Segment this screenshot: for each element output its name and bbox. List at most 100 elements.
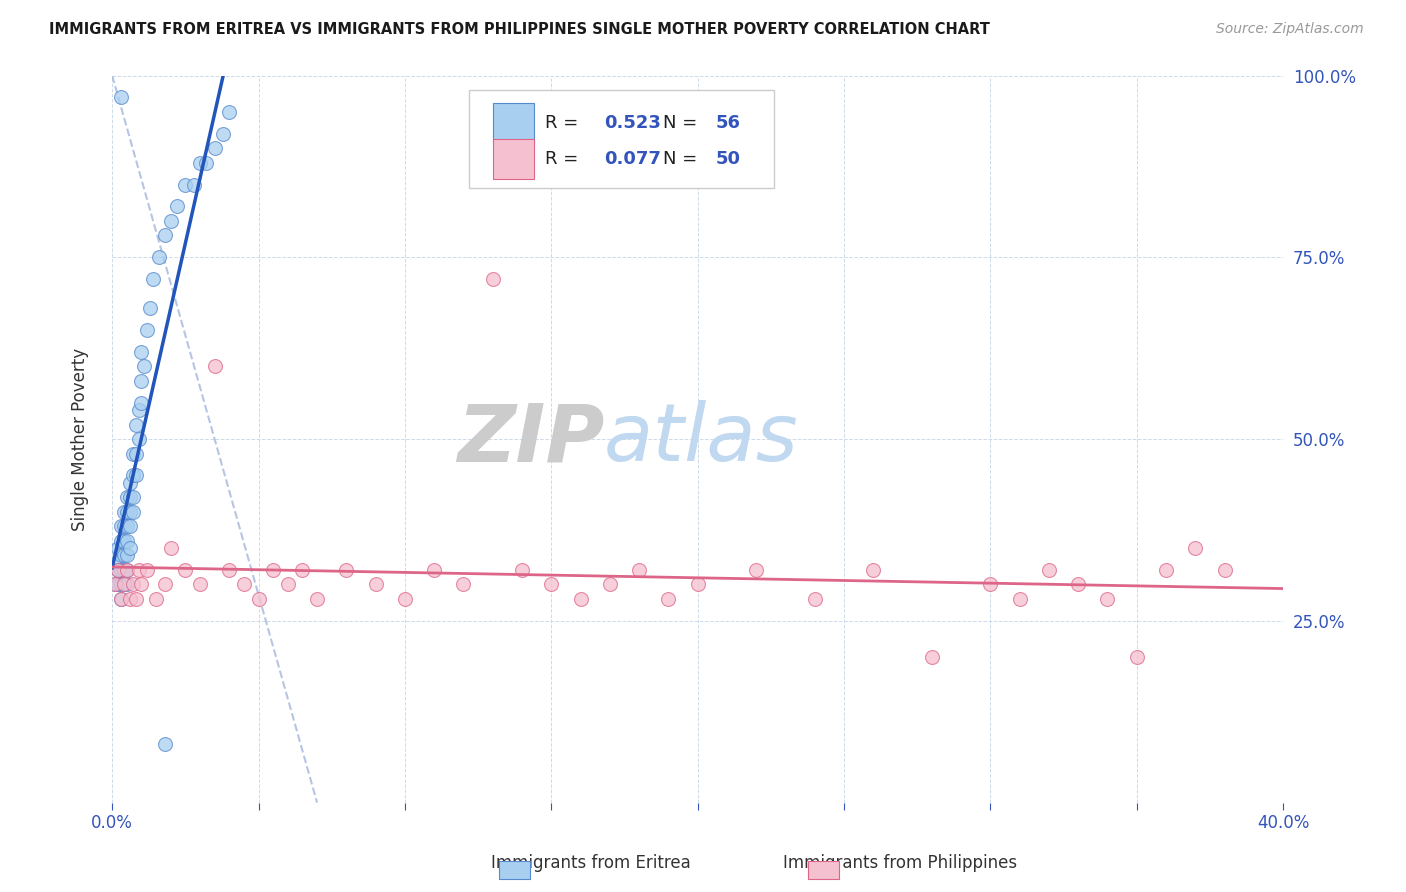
Text: 50: 50 [716,150,740,168]
Point [112,577,135,591]
Point [277,577,299,591]
Point [124,447,146,461]
Point [112,519,135,533]
Point [262,563,284,577]
Point [453,577,475,591]
Point [118,505,141,519]
Point [131,395,153,409]
Point [121,490,143,504]
Text: 0.077: 0.077 [605,150,661,168]
Point [657,592,679,607]
Text: Source: ZipAtlas.com: Source: ZipAtlas.com [1216,22,1364,37]
FancyBboxPatch shape [492,139,534,179]
Point [128,403,150,417]
Point [307,592,329,607]
Point [110,592,132,607]
Point [218,104,240,119]
Point [423,563,446,577]
Point [124,417,146,432]
Text: 0.523: 0.523 [605,114,661,132]
Point [510,563,533,577]
Point [335,563,357,577]
Point [1213,563,1236,577]
Point [115,549,138,563]
Text: atlas: atlas [605,400,799,478]
Point [115,490,138,504]
Point [118,475,141,490]
Point [247,592,270,607]
Point [174,563,197,577]
Point [128,432,150,446]
Point [131,374,153,388]
Point [110,592,132,607]
Point [921,650,943,665]
Point [364,577,387,591]
Text: R =: R = [546,150,585,168]
Point [115,563,138,577]
Point [148,250,170,264]
Point [153,738,176,752]
Point [110,90,132,104]
Point [188,577,211,591]
Text: Immigrants from Eritrea: Immigrants from Eritrea [491,855,690,872]
Point [1038,563,1060,577]
Text: IMMIGRANTS FROM ERITREA VS IMMIGRANTS FROM PHILIPPINES SINGLE MOTHER POVERTY COR: IMMIGRANTS FROM ERITREA VS IMMIGRANTS FR… [49,22,990,37]
Point [212,127,235,141]
Point [1097,592,1119,607]
Point [118,490,141,504]
Point [218,563,240,577]
Point [188,155,211,169]
Point [107,577,129,591]
Point [686,577,709,591]
Point [115,563,138,577]
Point [145,592,167,607]
Point [110,533,132,548]
Point [112,505,135,519]
Point [107,563,129,577]
Point [153,228,176,243]
Point [115,505,138,519]
Point [110,563,132,577]
Point [121,505,143,519]
Point [112,563,135,577]
Point [104,577,127,591]
Y-axis label: Single Mother Poverty: Single Mother Poverty [72,348,89,531]
Point [115,577,138,591]
Point [110,577,132,591]
Point [1184,541,1206,555]
Point [110,549,132,563]
Point [121,447,143,461]
Point [174,178,197,192]
Point [166,199,188,213]
Point [1008,592,1031,607]
Point [131,577,153,591]
Point [139,301,162,315]
Text: Immigrants from Philippines: Immigrants from Philippines [783,855,1017,872]
Point [1154,563,1177,577]
Point [540,577,562,591]
Point [112,577,135,591]
Point [183,178,205,192]
Point [112,549,135,563]
Point [124,592,146,607]
Point [131,344,153,359]
Point [121,577,143,591]
Point [118,592,141,607]
Point [136,323,159,337]
Point [291,563,314,577]
Point [128,563,150,577]
Text: R =: R = [546,114,585,132]
Point [142,272,165,286]
Point [979,577,1001,591]
Point [204,359,226,374]
Point [803,592,825,607]
FancyBboxPatch shape [492,103,534,143]
Text: ZIP: ZIP [457,400,605,478]
Point [628,563,651,577]
Point [194,155,217,169]
Point [104,577,127,591]
Point [118,541,141,555]
FancyBboxPatch shape [470,90,773,188]
Text: N =: N = [662,150,703,168]
Point [745,563,768,577]
